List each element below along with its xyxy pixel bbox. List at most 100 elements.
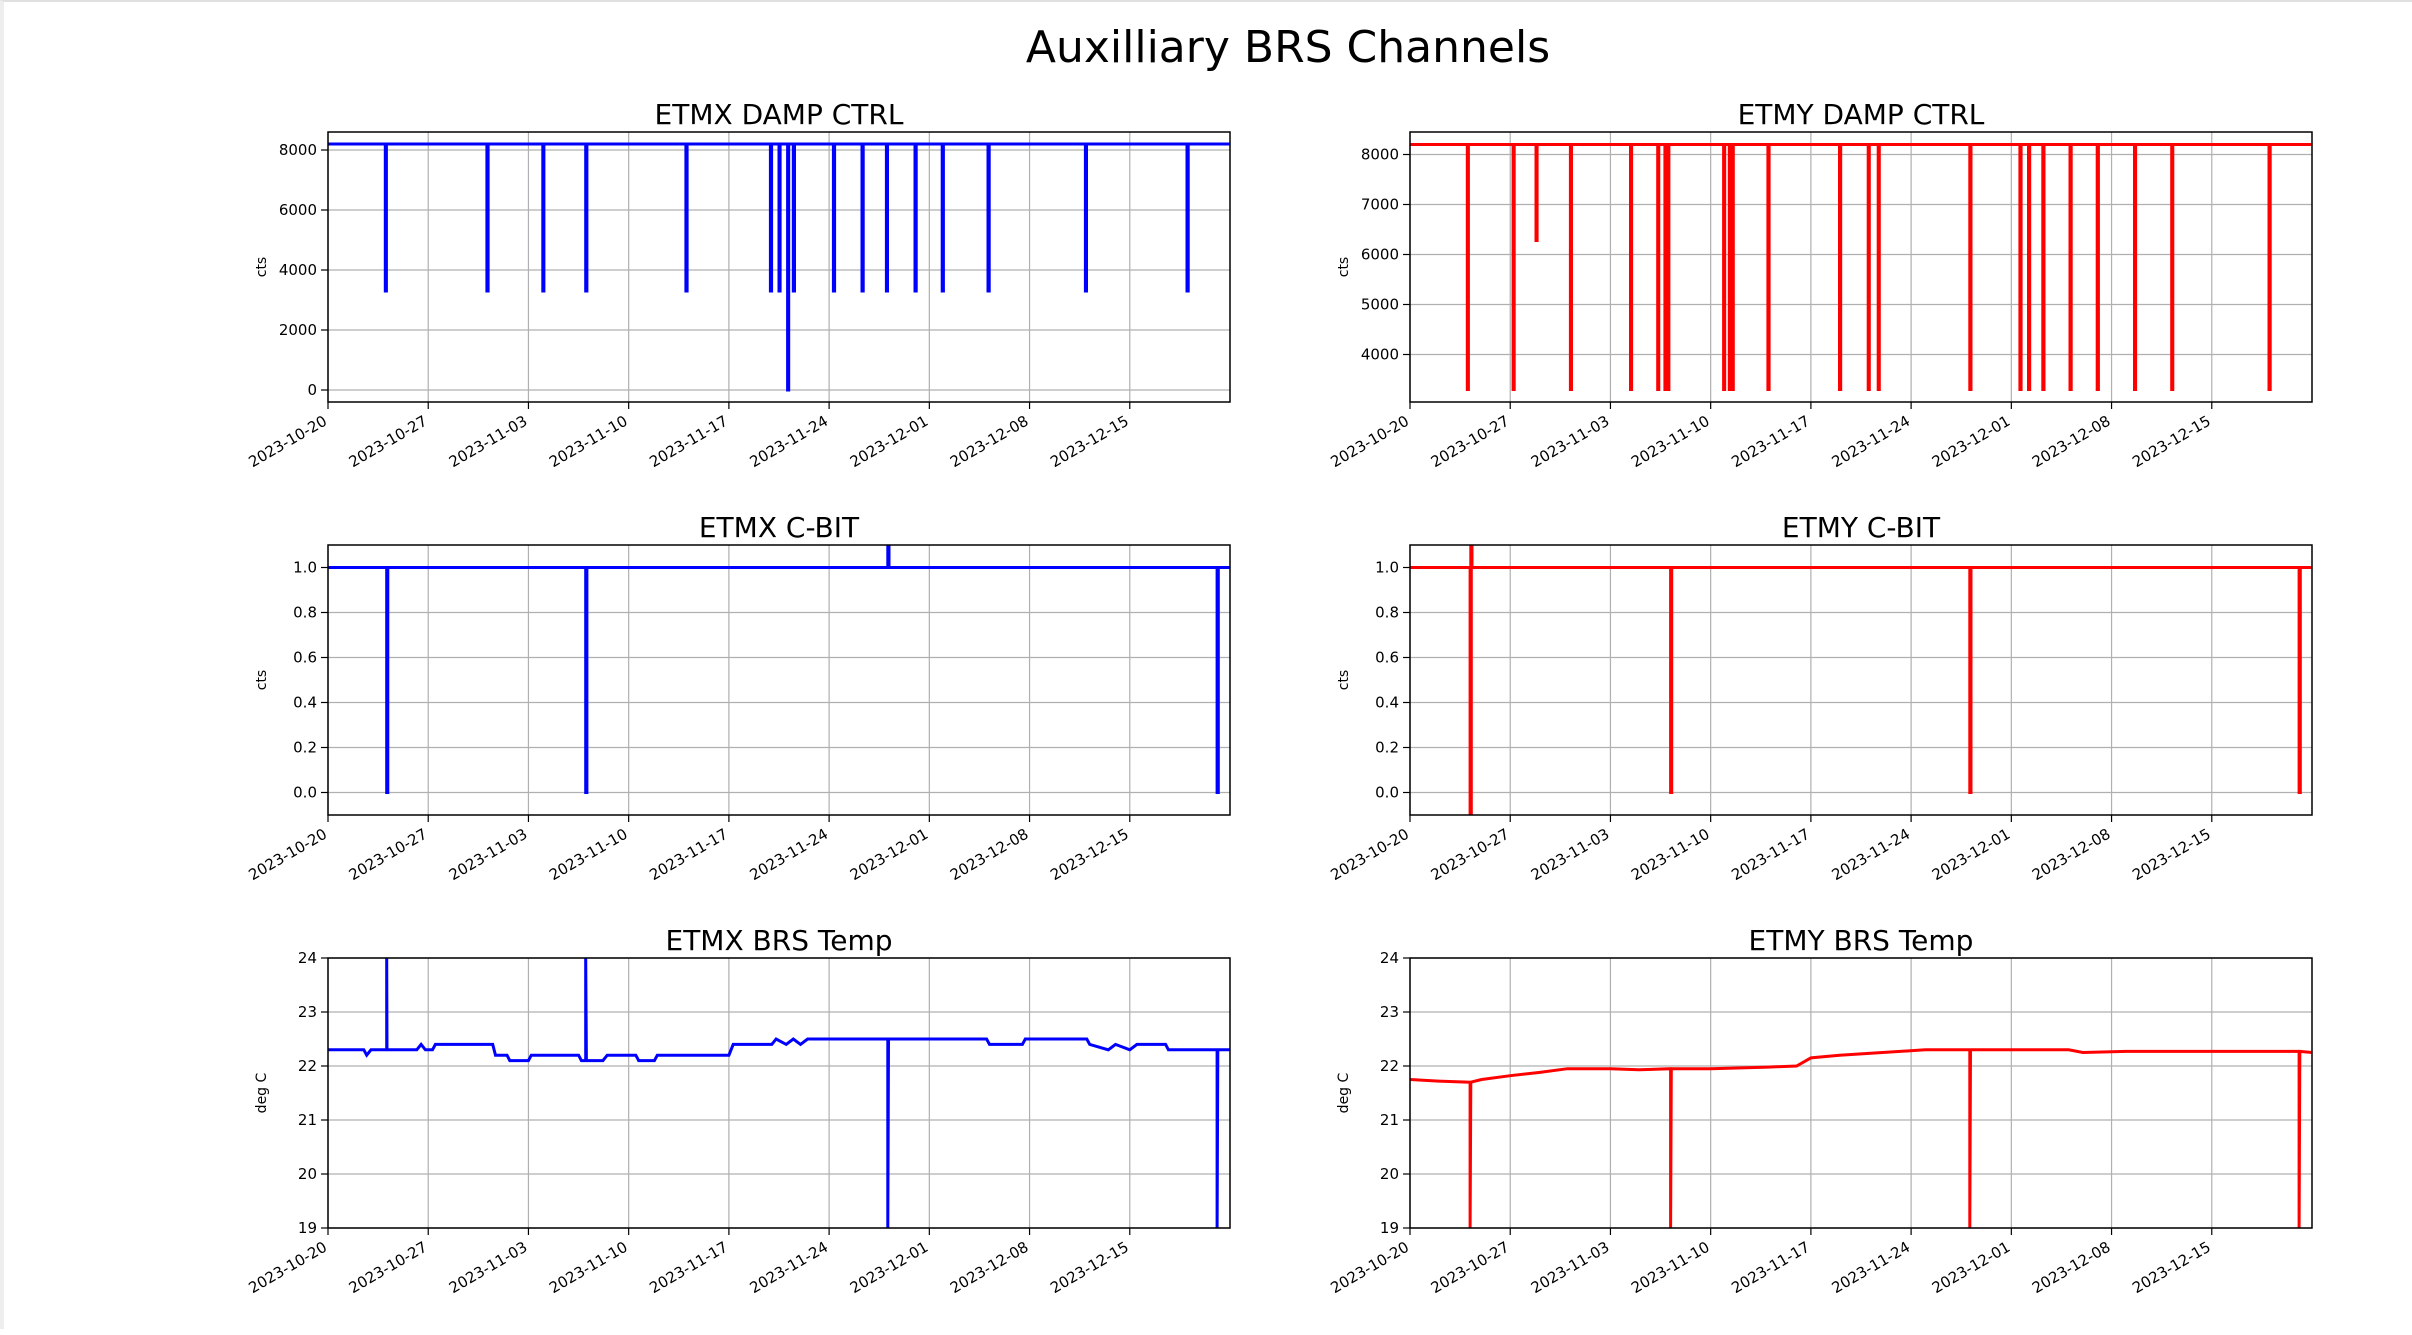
- x-tick-label: 2023-11-10: [1628, 825, 1713, 884]
- y-tick-label: 19: [298, 1219, 317, 1237]
- y-tick-label: 0.0: [1375, 784, 1399, 802]
- y-axis-label: cts: [254, 670, 270, 690]
- x-tick-label: 2023-10-27: [1428, 1238, 1513, 1297]
- axes-frame: [1409, 544, 2313, 816]
- subplot-title: ETMY DAMP CTRL: [1738, 98, 1985, 131]
- y-tick-label: 1.0: [1375, 559, 1399, 577]
- x-tick-label: 2023-12-01: [847, 1238, 932, 1297]
- subplot-etmy-brs-temp: 2023-10-20 2023-10-27 2023-11-03 2023-11-10…: [1327, 924, 2313, 1297]
- y-tick-label: 0.0: [293, 784, 317, 802]
- x-tick-label: 2023-10-20: [1327, 412, 1412, 471]
- y-tick-label: 5000: [1361, 296, 1399, 314]
- x-tick-label: 2023-12-15: [1047, 1238, 1132, 1297]
- y-axis-label: deg C: [1336, 1072, 1352, 1113]
- x-tick-label: 2023-11-24: [1829, 825, 1914, 884]
- x-tick-label: 2023-10-20: [245, 1238, 330, 1297]
- x-tick-label: 2023-11-03: [446, 825, 531, 884]
- x-tick-label: 2023-11-24: [747, 412, 832, 471]
- y-tick-label: 0.6: [1375, 649, 1399, 667]
- x-tick-label: 2023-11-03: [1528, 412, 1613, 471]
- subplot-etmx-damp-ctrl: 2023-10-20 2023-10-27 2023-11-03 2023-11-10…: [245, 98, 1231, 471]
- x-tick-label: 2023-10-20: [1327, 1238, 1412, 1297]
- y-tick-label: 23: [298, 1003, 317, 1021]
- axes-frame: [327, 544, 1231, 816]
- x-tick-label: 2023-12-15: [2129, 412, 2214, 471]
- x-tick-label: 2023-12-15: [2129, 1238, 2214, 1297]
- x-tick-label: 2023-12-08: [2029, 1238, 2114, 1297]
- y-tick-label: 0.4: [293, 694, 317, 712]
- subplot-etmx-c-bit: 2023-10-20 2023-10-27 2023-11-03 2023-11-10…: [245, 511, 1231, 884]
- x-tick-label: 2023-12-15: [1047, 825, 1132, 884]
- x-tick-label: 2023-11-17: [646, 412, 731, 471]
- subplot-title: ETMX C-BIT: [699, 511, 860, 544]
- y-axis-label: cts: [254, 257, 270, 277]
- x-tick-label: 2023-11-10: [546, 825, 631, 884]
- y-tick-label: 8000: [279, 141, 317, 159]
- x-tick-label: 2023-11-24: [1829, 412, 1914, 471]
- x-tick-label: 2023-10-27: [346, 412, 431, 471]
- series-line: [328, 142, 1230, 392]
- y-tick-label: 19: [1380, 1219, 1399, 1237]
- y-tick-label: 20: [298, 1165, 317, 1183]
- y-tick-label: 8000: [1361, 146, 1399, 164]
- x-tick-label: 2023-10-27: [1428, 825, 1513, 884]
- x-tick-label: 2023-12-08: [947, 412, 1032, 471]
- y-tick-label: 23: [1380, 1003, 1399, 1021]
- x-tick-label: 2023-11-24: [747, 1238, 832, 1297]
- x-tick-label: 2023-12-08: [2029, 412, 2114, 471]
- y-tick-label: 0.6: [293, 649, 317, 667]
- x-tick-label: 2023-12-15: [1047, 412, 1132, 471]
- y-tick-label: 0.8: [1375, 604, 1399, 622]
- axes-frame: [1409, 131, 2313, 403]
- y-tick-label: 2000: [279, 321, 317, 339]
- x-tick-label: 2023-11-24: [1829, 1238, 1914, 1297]
- y-tick-label: 21: [298, 1111, 317, 1129]
- y-tick-label: 4000: [1361, 346, 1399, 364]
- y-tick-label: 24: [1380, 949, 1399, 967]
- y-tick-label: 0.8: [293, 604, 317, 622]
- x-tick-label: 2023-10-20: [245, 412, 330, 471]
- x-tick-label: 2023-12-08: [2029, 825, 2114, 884]
- x-tick-label: 2023-10-20: [1327, 825, 1412, 884]
- axes-frame: [327, 957, 1231, 1229]
- figure-title: Auxilliary BRS Channels: [1026, 22, 1550, 73]
- y-tick-label: 6000: [279, 201, 317, 219]
- y-tick-label: 1.0: [293, 559, 317, 577]
- figure: Auxilliary BRS Channels 2023-10-20 2023-1…: [245, 22, 2313, 1297]
- y-axis-label: deg C: [254, 1072, 270, 1113]
- x-tick-label: 2023-12-01: [847, 412, 932, 471]
- x-tick-label: 2023-12-15: [2129, 825, 2214, 884]
- y-tick-label: 7000: [1361, 196, 1399, 214]
- y-tick-label: 21: [1380, 1111, 1399, 1129]
- x-tick-label: 2023-11-03: [1528, 1238, 1613, 1297]
- subplot-title: ETMY BRS Temp: [1749, 924, 1974, 957]
- x-tick-label: 2023-12-08: [947, 1238, 1032, 1297]
- series-line: [1410, 545, 2312, 815]
- y-tick-label: 22: [1380, 1057, 1399, 1075]
- x-tick-label: 2023-11-03: [1528, 825, 1613, 884]
- series-line: [328, 545, 1230, 794]
- x-tick-label: 2023-11-03: [446, 412, 531, 471]
- x-tick-label: 2023-11-17: [646, 1238, 731, 1297]
- subplot-etmx-brs-temp: 2023-10-20 2023-10-27 2023-11-03 2023-11-10…: [245, 924, 1231, 1297]
- x-tick-label: 2023-11-10: [1628, 412, 1713, 471]
- series-line: [1410, 143, 2312, 391]
- y-tick-label: 0.4: [1375, 694, 1399, 712]
- x-tick-label: 2023-10-27: [346, 825, 431, 884]
- x-tick-label: 2023-11-17: [1728, 1238, 1813, 1297]
- y-tick-label: 4000: [279, 261, 317, 279]
- y-axis-label: cts: [1336, 670, 1352, 690]
- x-tick-label: 2023-12-01: [1929, 825, 2014, 884]
- x-tick-label: 2023-11-24: [747, 825, 832, 884]
- series-line: [328, 958, 1230, 1228]
- y-tick-label: 6000: [1361, 246, 1399, 264]
- x-tick-label: 2023-11-03: [446, 1238, 531, 1297]
- x-tick-label: 2023-11-17: [646, 825, 731, 884]
- axes-frame: [1409, 957, 2313, 1229]
- x-tick-label: 2023-11-17: [1728, 412, 1813, 471]
- y-tick-label: 0.2: [293, 739, 317, 757]
- x-tick-label: 2023-10-27: [346, 1238, 431, 1297]
- x-tick-label: 2023-11-10: [1628, 1238, 1713, 1297]
- axes-frame: [327, 131, 1231, 403]
